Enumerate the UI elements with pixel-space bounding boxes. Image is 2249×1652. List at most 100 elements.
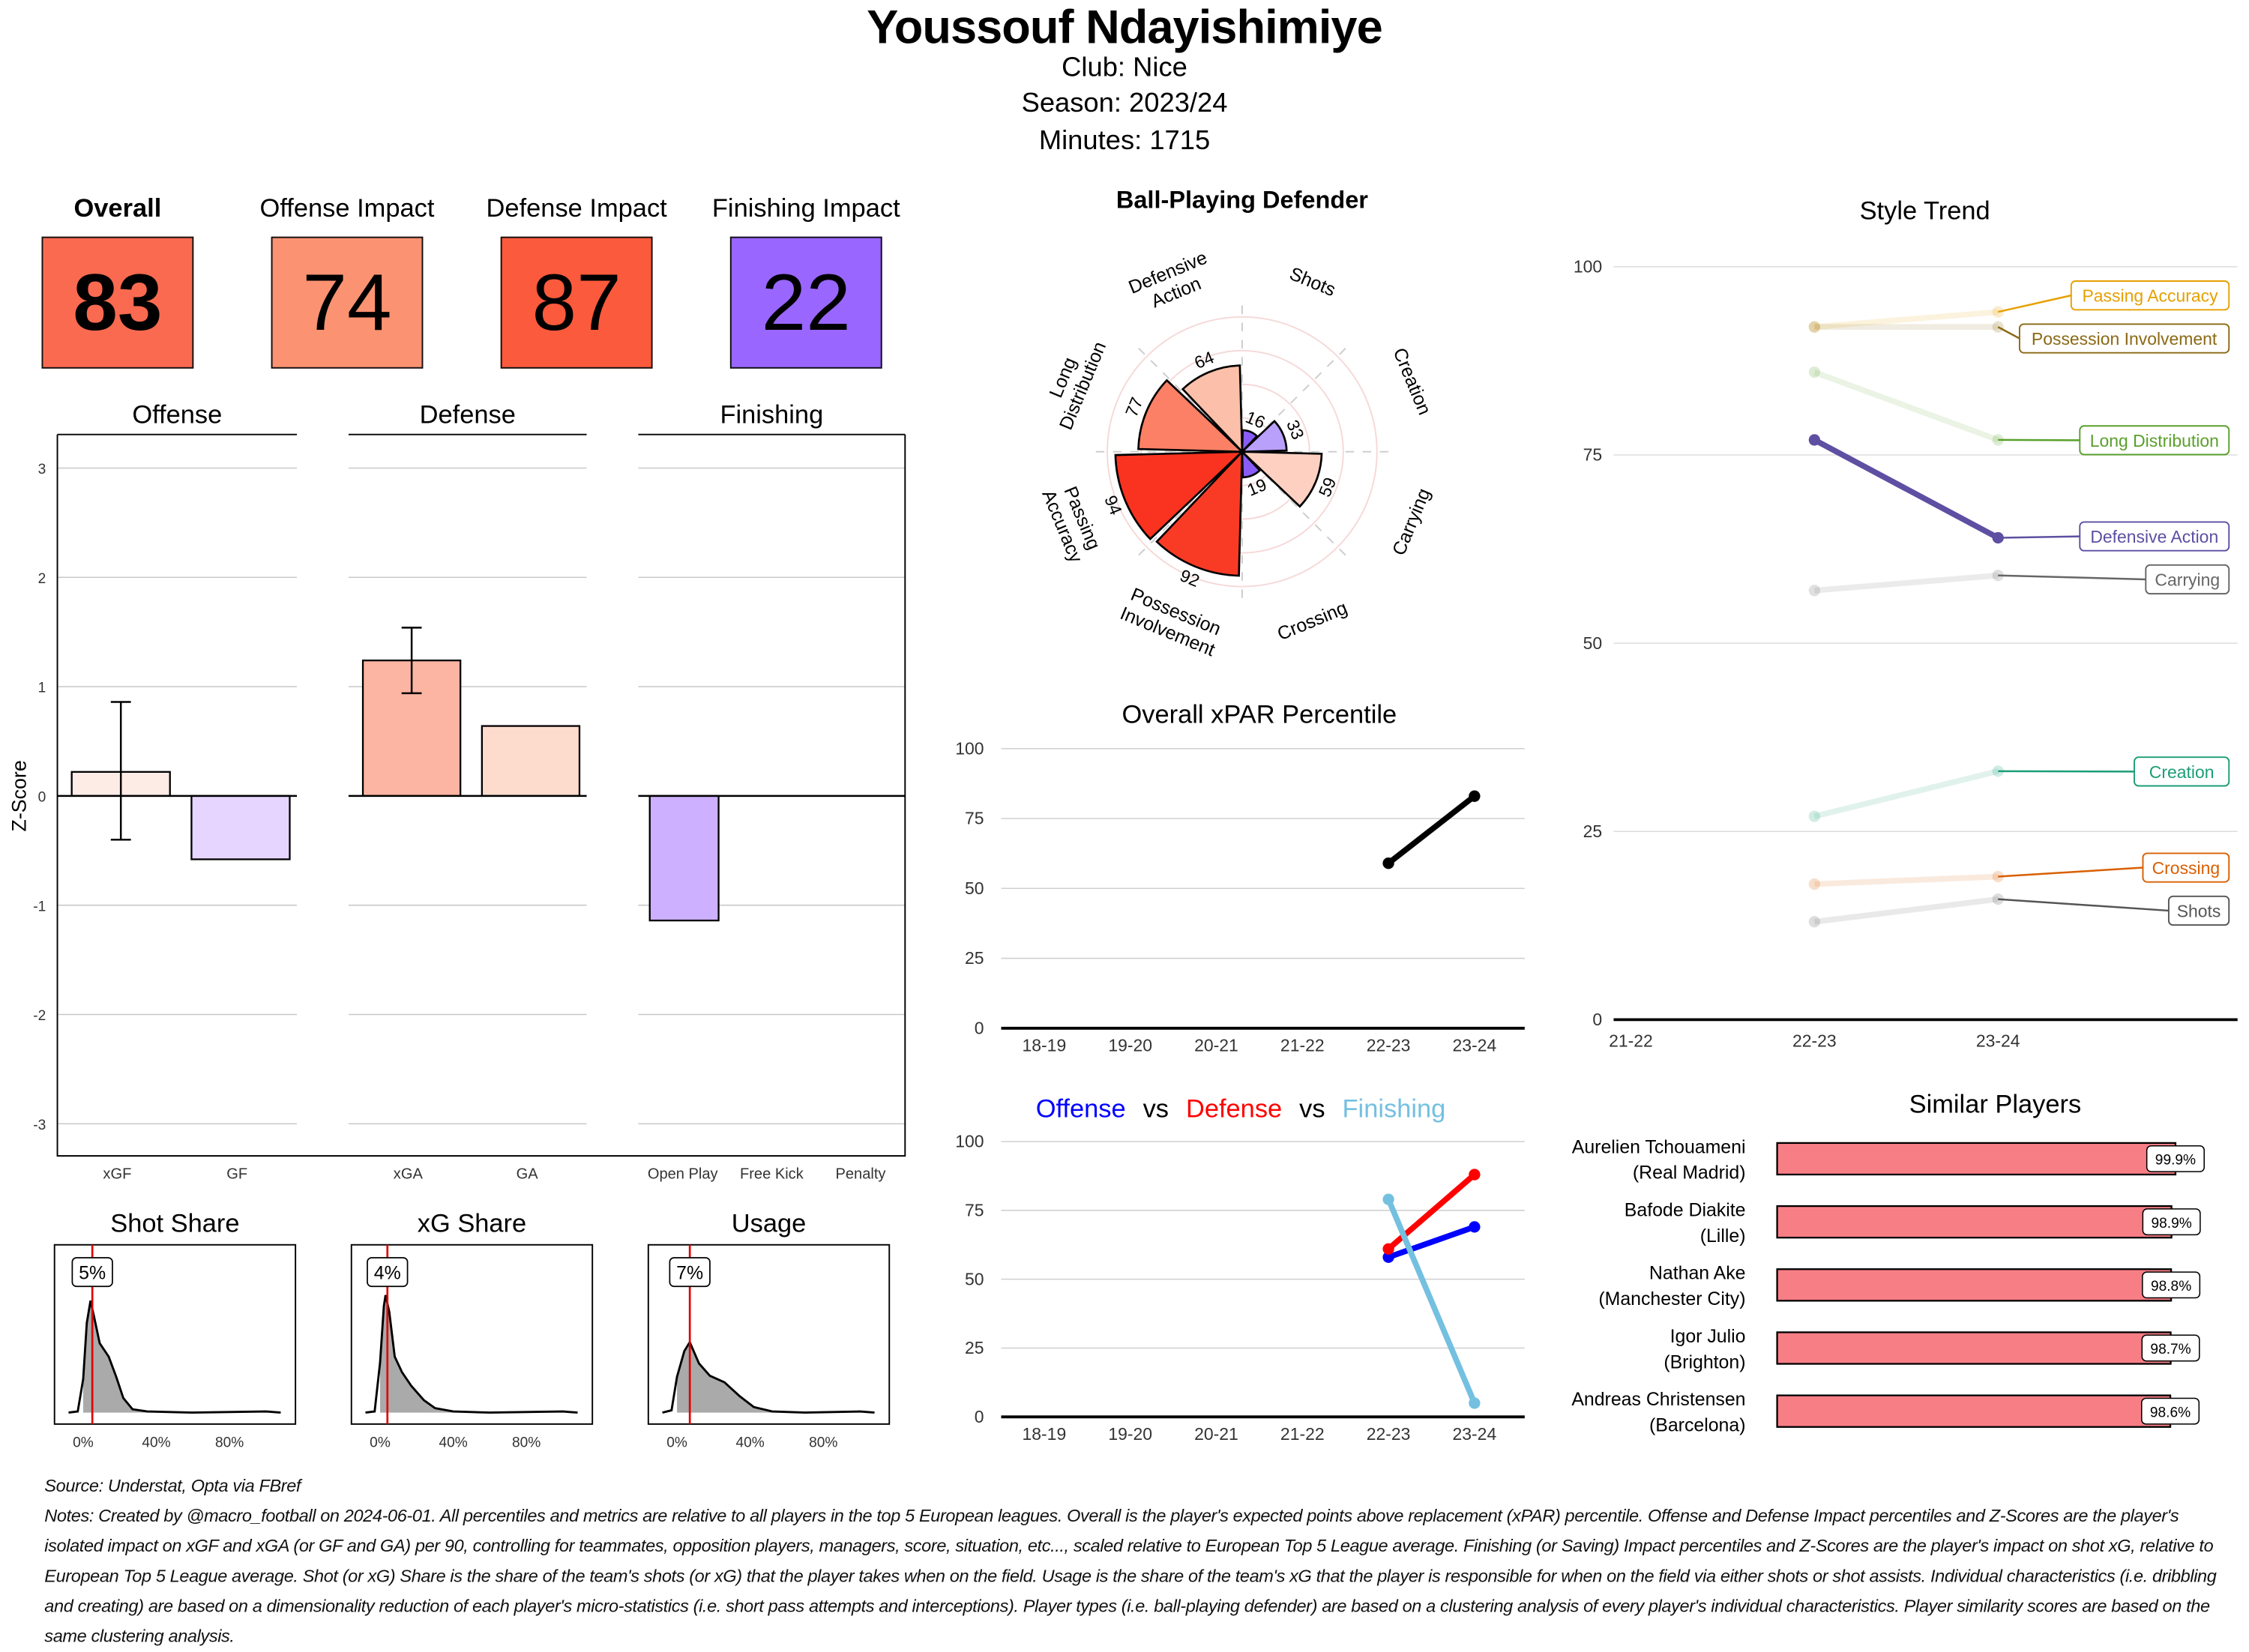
y-tick-label: 1 xyxy=(38,681,46,696)
title-part-vs: vs xyxy=(1143,1094,1169,1123)
density-area xyxy=(83,1300,280,1412)
x-tick-label: 23-24 xyxy=(1976,1031,2020,1051)
y-tick-label: 25 xyxy=(1583,822,1603,841)
x-tick-label: xGA xyxy=(394,1166,424,1183)
title-part-offense: Offense xyxy=(1036,1094,1126,1123)
x-tick-label: 21-22 xyxy=(1280,1035,1325,1055)
x-tick-label: 0% xyxy=(370,1435,391,1451)
similar-players-title: Similar Players xyxy=(1909,1091,2082,1119)
label-leader-line xyxy=(1998,899,2169,911)
defense-point xyxy=(1382,1243,1394,1255)
y-tick-label: 3 xyxy=(38,462,46,477)
similar-player-club: (Barcelona) xyxy=(1649,1414,1746,1435)
y-tick-label: 50 xyxy=(1583,633,1603,653)
footer: Source: Understat, Opta via FBref Notes:… xyxy=(44,1471,2232,1652)
x-tick-label: GA xyxy=(517,1166,539,1183)
radar-category-label: Shots xyxy=(1286,263,1338,301)
title-part-defense: Defense xyxy=(1186,1094,1282,1123)
y-tick-label: -2 xyxy=(33,1008,46,1024)
similar-player-name: Nathan Ake xyxy=(1649,1263,1746,1284)
radar-category-label: Creation xyxy=(1389,345,1436,418)
series-label: Creation xyxy=(2149,762,2215,782)
radar-category-label: PossessionInvolvement xyxy=(1117,583,1226,661)
label-leader-line xyxy=(1998,576,2146,579)
style-point xyxy=(1809,810,1820,822)
x-tick-label: 20-21 xyxy=(1194,1424,1238,1444)
x-tick-label: Penalty xyxy=(835,1166,885,1183)
x-tick-label: 18-19 xyxy=(1023,1424,1067,1444)
radar-title: Ball-Playing Defender xyxy=(1116,186,1368,213)
similarity-bar xyxy=(1777,1269,2172,1300)
similarity-value: 98.6% xyxy=(2150,1405,2191,1420)
share-value-label: 4% xyxy=(374,1263,401,1284)
bar-gf xyxy=(191,796,289,860)
y-tick-label: 25 xyxy=(965,948,984,968)
x-tick-label: 22-23 xyxy=(1792,1031,1837,1051)
radar-category-label: PassingAccuracy xyxy=(1038,479,1107,567)
xpar-point xyxy=(1469,791,1480,802)
x-tick-label: Open Play xyxy=(648,1166,718,1183)
y-tick-label: 75 xyxy=(965,1200,984,1220)
series-label: Defensive Action xyxy=(2090,527,2218,546)
x-tick-label: 20-21 xyxy=(1194,1035,1238,1055)
style-point xyxy=(1809,878,1820,890)
label-leader-line xyxy=(1998,295,2071,312)
x-tick-label: 0% xyxy=(666,1435,687,1451)
similar-player-club: (Brighton) xyxy=(1664,1351,1745,1372)
radar-value-label: 64 xyxy=(1191,347,1217,373)
xpar-title: Overall xPAR Percentile xyxy=(1122,700,1397,729)
source-text: Source: Understat, Opta via FBref xyxy=(44,1471,2232,1501)
similar-player-club: (Manchester City) xyxy=(1598,1288,1745,1309)
label-leader-line xyxy=(1998,327,2020,338)
defense-line xyxy=(1388,1175,1475,1249)
x-tick-label: 21-22 xyxy=(1609,1031,1653,1051)
style-line-creation xyxy=(1814,771,1998,816)
series-label: Shots xyxy=(2177,902,2221,921)
x-tick-label: xGF xyxy=(103,1166,131,1183)
x-tick-label: 18-19 xyxy=(1023,1035,1067,1055)
label-leader-line xyxy=(1998,868,2143,877)
style-point xyxy=(1809,434,1820,445)
share-value-label: 5% xyxy=(79,1263,106,1284)
bar-open-play xyxy=(650,796,719,920)
x-tick-label: 23-24 xyxy=(1453,1424,1497,1444)
y-tick-label: 100 xyxy=(955,738,984,758)
bar-ga xyxy=(482,726,579,796)
share-value-label: 7% xyxy=(676,1263,703,1284)
style-point xyxy=(1809,322,1820,333)
xpar-line xyxy=(1388,796,1475,863)
radar-value-label: 59 xyxy=(1315,474,1340,500)
similarity-value: 98.7% xyxy=(2150,1342,2191,1357)
x-tick-label: 40% xyxy=(736,1435,765,1451)
style-line-long-distribution xyxy=(1814,373,1998,440)
similar-player-name: Andreas Christensen xyxy=(1571,1389,1745,1410)
y-tick-label: 0 xyxy=(38,790,46,806)
share-title: Usage xyxy=(732,1210,807,1238)
y-tick-label: 75 xyxy=(1583,445,1603,465)
xpar-point xyxy=(1382,857,1394,869)
x-tick-label: 22-23 xyxy=(1367,1424,1411,1444)
y-tick-label: 75 xyxy=(965,809,984,828)
x-tick-label: 19-20 xyxy=(1108,1035,1152,1055)
panel-title-defense: Defense xyxy=(420,400,516,429)
panel-title-offense: Offense xyxy=(132,400,222,429)
similarity-bar xyxy=(1777,1332,2171,1363)
defense-point xyxy=(1469,1169,1480,1180)
y-tick-label: -1 xyxy=(33,899,46,914)
x-tick-label: GF xyxy=(226,1166,247,1183)
x-tick-label: 40% xyxy=(142,1435,170,1451)
similar-player-name: Igor Julio xyxy=(1670,1326,1746,1347)
y-tick-label: 0 xyxy=(1592,1010,1602,1029)
y-tick-label: 0 xyxy=(975,1407,984,1426)
finishing-point xyxy=(1382,1193,1394,1205)
x-tick-label: 0% xyxy=(73,1435,94,1451)
title-part-vs: vs xyxy=(1299,1094,1325,1123)
series-label: Passing Accuracy xyxy=(2083,286,2219,306)
style-line-crossing xyxy=(1814,877,1998,884)
z-score-axis-label: Z-Score xyxy=(7,760,30,831)
share-title: Shot Share xyxy=(110,1210,239,1238)
x-tick-label: 23-24 xyxy=(1453,1035,1497,1055)
radar-value-label: 16 xyxy=(1243,407,1268,432)
x-tick-label: 80% xyxy=(809,1435,837,1451)
